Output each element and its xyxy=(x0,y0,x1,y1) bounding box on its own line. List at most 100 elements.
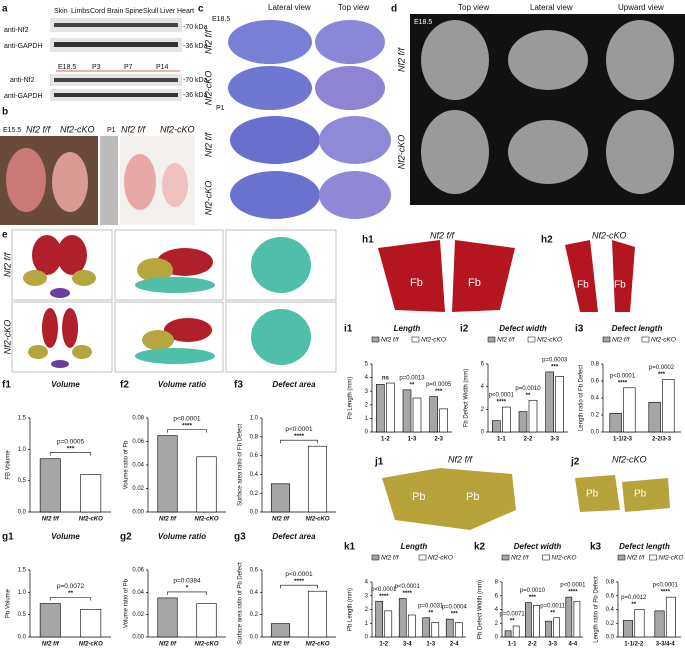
x-tick-label: 1-2 xyxy=(381,437,390,443)
significance: p<0.0001 xyxy=(395,584,421,590)
significance: p=0.0013 xyxy=(399,375,425,381)
stage-label: E15.5 xyxy=(3,127,21,134)
row-label: Nf2-cKO xyxy=(203,71,213,106)
x-tick-label: 3-3 xyxy=(548,642,557,648)
bar xyxy=(307,590,328,638)
significance: p=0.0011 xyxy=(540,603,565,609)
legend-swatch xyxy=(487,336,496,343)
x-tick-label: Nf2-cKO xyxy=(79,642,103,648)
skull-images xyxy=(228,20,391,219)
panel-label: h2 xyxy=(541,235,553,246)
legend-swatch xyxy=(527,336,536,343)
y-tick-label: 0.0 xyxy=(591,430,600,436)
y-tick-label: 1.0 xyxy=(250,416,259,422)
x-tick-label: 2-2 xyxy=(528,642,537,648)
row-label: Nf2-cKO xyxy=(2,320,12,355)
panel-label: d xyxy=(391,4,397,15)
bar xyxy=(454,622,463,638)
y-axis-label: Fb Length (mm) xyxy=(348,377,354,420)
x-tick-label: Nf2-cKO xyxy=(194,642,218,648)
stage-label: P1 xyxy=(107,127,116,134)
x-tick-label: 1-1/2-2 xyxy=(624,642,644,648)
y-axis-label: Volume ratio of Fb xyxy=(124,440,130,489)
bar xyxy=(445,618,454,638)
significance: p=0.0031 xyxy=(418,603,444,609)
lane-label: Spine xyxy=(125,8,143,15)
y-tick-label: 2 xyxy=(365,607,369,613)
panel-label: g2 xyxy=(120,532,132,543)
y-tick-label: 2 xyxy=(495,621,499,627)
x-tick-label: Nf2 f/f xyxy=(272,642,290,648)
lane-label: E18.5 xyxy=(58,64,76,71)
legend-label: Nf2-cKO xyxy=(552,555,577,562)
y-tick-label: 2 xyxy=(481,407,485,413)
x-tick-label: 2-3 xyxy=(434,437,443,443)
legend-swatch xyxy=(617,554,626,561)
bar xyxy=(196,456,217,513)
chart-title: Defect width xyxy=(514,542,562,551)
y-tick-label: 0.5 xyxy=(18,612,27,618)
lane-label: Cord xyxy=(90,8,105,15)
y-axis-label: FB Volume xyxy=(6,450,12,480)
y-tick-label: 4 xyxy=(495,607,499,613)
x-tick-label: 2-2 xyxy=(524,437,533,443)
bar xyxy=(524,602,532,638)
lane-label: P14 xyxy=(156,64,169,71)
legend-label: Nf2 f/f xyxy=(612,337,631,344)
significance: * xyxy=(186,585,189,592)
y-tick-label: 0.8 xyxy=(606,580,615,586)
legend-swatch xyxy=(542,554,550,561)
y-tick-label: 0.6 xyxy=(250,453,259,459)
y-tick-label: 3 xyxy=(365,593,369,599)
row-label: Nf2-cKO xyxy=(396,135,406,170)
stage-label: E18.5 xyxy=(212,16,230,23)
y-tick-label: 1 xyxy=(365,621,369,627)
legend-swatch xyxy=(649,554,657,561)
significance: p<0.0001 xyxy=(285,571,313,578)
bar xyxy=(384,610,393,638)
view-label: Upward view xyxy=(618,3,664,12)
panel-label: i1 xyxy=(344,324,353,335)
panel-label: k2 xyxy=(474,542,486,553)
y-tick-label: 0.02 xyxy=(132,612,144,618)
bar xyxy=(157,597,178,638)
panel-title: Nf2 f/f xyxy=(430,230,456,240)
panel-label: j2 xyxy=(570,457,580,468)
y-tick-label: 3 xyxy=(365,389,369,395)
legend-label: Nf2-cKO xyxy=(659,555,684,562)
bar xyxy=(545,620,552,638)
chart-title: Length xyxy=(401,542,428,551)
panel-label: a xyxy=(2,4,8,15)
legend-label: Nf2 f/f xyxy=(381,555,400,562)
x-tick-label: Nf2-cKO xyxy=(194,517,218,523)
significance: p<0.0001 xyxy=(653,583,679,589)
significance: *** xyxy=(451,612,459,618)
y-tick-label: 0.6 xyxy=(250,568,259,574)
parietal-bone xyxy=(575,475,670,512)
panel-label: f1 xyxy=(2,380,11,391)
bar xyxy=(573,600,581,638)
x-tick-label: 4-4 xyxy=(569,642,578,648)
y-tick-label: 0.04 xyxy=(132,463,144,469)
bone-models xyxy=(23,235,311,368)
y-tick-label: 0.06 xyxy=(132,568,144,574)
panel-label: k1 xyxy=(344,542,356,553)
y-axis-label: Surface area ratio of Fb Defect xyxy=(238,424,244,506)
x-tick-label: Nf2 f/f xyxy=(42,642,60,648)
lane-label: Heart xyxy=(177,8,194,15)
significance: p<0.0001 xyxy=(371,587,397,593)
bar xyxy=(565,596,573,638)
genotype-label: Nf2-cKO xyxy=(160,124,195,134)
y-axis-label: Pb Length (mm) xyxy=(348,588,354,631)
significance: **** xyxy=(618,380,628,386)
legend-swatch xyxy=(641,336,650,343)
panel-label: k3 xyxy=(590,542,602,553)
panel-label: e xyxy=(2,230,8,241)
legend-label: Nf2-cKO xyxy=(537,337,562,344)
y-tick-label: 0.2 xyxy=(250,612,259,618)
x-tick-label: 1-1 xyxy=(508,642,517,648)
stage-label: E18.5 xyxy=(414,19,432,26)
legend-swatch xyxy=(371,336,380,343)
row-label: Nf2 f/f xyxy=(203,29,213,55)
y-tick-label: 0.06 xyxy=(132,439,144,445)
